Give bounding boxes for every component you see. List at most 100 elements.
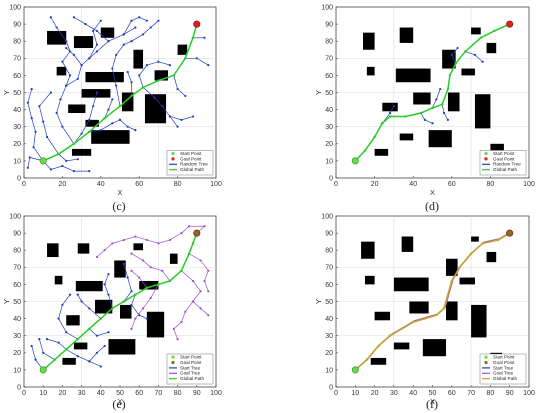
global-path-node — [388, 115, 392, 118]
global-path-node — [450, 279, 453, 283]
y-tick-label: 90 — [13, 231, 21, 238]
obstacle — [62, 357, 76, 365]
obstacle — [100, 27, 115, 38]
obstacle — [120, 304, 132, 319]
start-tree-node — [72, 16, 76, 19]
x-tick-label: 60 — [135, 181, 143, 188]
y-tick-label: 60 — [13, 73, 21, 80]
panel-caption: (e) — [112, 397, 125, 411]
x-axis-label: X — [430, 397, 435, 406]
start-tree-node — [111, 122, 114, 125]
start-tree-node — [145, 64, 148, 67]
start-tree-node — [30, 117, 33, 120]
start-tree-node — [130, 303, 133, 307]
start-tree-node — [423, 118, 426, 121]
start-tree-node — [107, 273, 110, 276]
y-tick-label: 20 — [325, 141, 333, 148]
goal-point — [193, 20, 201, 28]
obstacle — [370, 357, 387, 365]
obstacle — [139, 280, 159, 290]
y-axis-label: Y — [314, 299, 323, 304]
goal-tree-node — [191, 279, 195, 283]
start-tree-node — [28, 156, 31, 159]
y-axis-label: Y — [2, 90, 11, 95]
global-path — [42, 232, 198, 371]
global-path-node — [446, 293, 450, 296]
y-tick-label: 50 — [13, 299, 21, 306]
y-tick-label: 60 — [13, 282, 21, 289]
obstacle — [399, 27, 414, 43]
global-path-node — [88, 130, 91, 134]
start-tree-node — [149, 26, 152, 29]
start-tree-node — [76, 355, 79, 358]
start-tree-node — [65, 159, 68, 162]
start-tree-node — [115, 84, 118, 87]
start-tree-node — [103, 283, 106, 286]
start-tree-node — [111, 67, 114, 70]
goal-tree-node — [176, 338, 179, 341]
start-tree-branch — [27, 88, 44, 162]
y-tick-label: 10 — [13, 367, 21, 374]
global-path-node — [423, 317, 426, 320]
start-tree-node — [207, 64, 210, 67]
start-tree-node — [99, 19, 102, 22]
legend-label: Random Tree — [493, 162, 521, 167]
start-tree-node — [111, 98, 114, 101]
goal-tree-node — [141, 307, 145, 310]
goal-tree-node — [138, 276, 141, 279]
goal-tree-node — [103, 249, 106, 252]
legend-marker — [171, 355, 175, 359]
obstacle — [114, 260, 126, 278]
obstacle — [446, 258, 458, 276]
global-path-node — [168, 279, 172, 283]
start-tree-node — [30, 344, 33, 348]
obstacle — [364, 275, 375, 285]
legend-label: Goal Point — [180, 360, 202, 365]
start-tree-node — [92, 105, 95, 108]
y-tick-label: 80 — [13, 248, 21, 255]
start-tree-node — [42, 120, 45, 123]
obstacle — [121, 92, 134, 112]
start-tree-node — [161, 105, 164, 108]
start-tree-node — [456, 46, 459, 50]
start-tree-node — [26, 166, 29, 169]
start-tree-node — [99, 129, 102, 132]
obstacle — [133, 49, 144, 69]
start-tree-node — [65, 46, 68, 50]
goal-tree-node — [207, 269, 210, 272]
y-tick-label: 100 — [321, 4, 333, 11]
goal-tree-branch — [173, 270, 202, 340]
chart-f: 0 10 20 30 40 50 60 70 80 90 100 0 10 20 30 40 50 60 70 80 9… — [314, 213, 535, 411]
obstacle — [395, 68, 431, 83]
obstacle — [374, 311, 391, 321]
goal-tree-node — [130, 252, 133, 255]
obstacle — [146, 311, 165, 338]
start-tree-node — [61, 125, 64, 128]
panel-caption: (c) — [112, 199, 125, 213]
global-path-node — [111, 307, 114, 310]
global-path — [354, 232, 511, 371]
goal-tree-node — [184, 310, 187, 313]
x-tick-label: 50 — [429, 390, 437, 397]
goal-tree-node — [203, 279, 206, 283]
obstacle — [56, 66, 67, 76]
start-tree-node — [26, 101, 29, 104]
y-tick-label: 70 — [325, 265, 333, 272]
global-path-node — [446, 87, 450, 91]
global-path-node — [400, 327, 403, 331]
start-tree-node — [80, 300, 83, 303]
obstacle — [471, 27, 481, 35]
global-path-node — [373, 135, 376, 139]
legend-label: Start Tree — [493, 365, 514, 370]
global-path-node — [435, 313, 438, 317]
y-tick-label: 30 — [13, 333, 21, 340]
start-tree-node — [392, 105, 395, 108]
start-tree-branch — [96, 27, 136, 52]
legend-marker — [484, 360, 488, 365]
start-tree-node — [473, 53, 477, 56]
obstacle — [361, 241, 375, 259]
start-tree-node — [176, 87, 179, 91]
start-tree-node — [88, 118, 91, 121]
global-path-node — [479, 36, 482, 39]
